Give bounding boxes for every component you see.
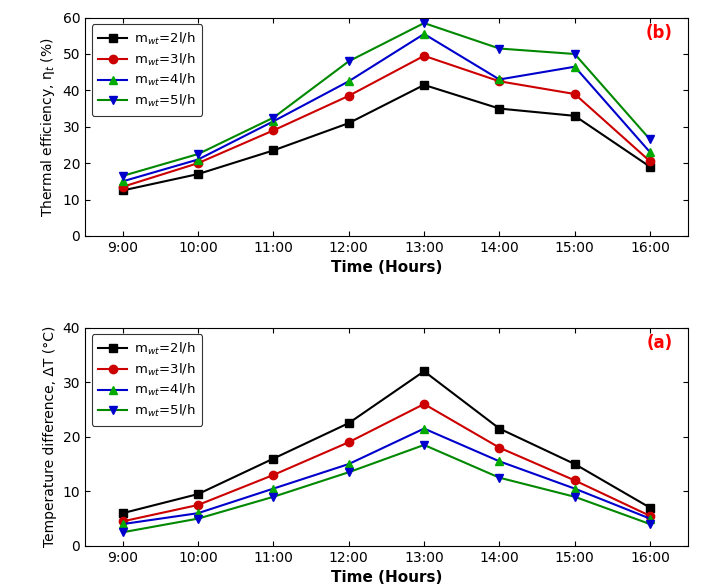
Legend: m$_{wt}$=2l/h, m$_{wt}$=3l/h, m$_{wt}$=4l/h, m$_{wt}$=5l/h: m$_{wt}$=2l/h, m$_{wt}$=3l/h, m$_{wt}$=4… [91,334,202,426]
Y-axis label: Temperature difference, ΔT (°C): Temperature difference, ΔT (°C) [43,326,57,548]
X-axis label: Time (Hours): Time (Hours) [330,571,442,585]
X-axis label: Time (Hours): Time (Hours) [330,260,442,275]
Y-axis label: Thermal efficiency, η$_t$ (%): Thermal efficiency, η$_t$ (%) [39,37,57,217]
Legend: m$_{wt}$=2l/h, m$_{wt}$=3l/h, m$_{wt}$=4l/h, m$_{wt}$=5l/h: m$_{wt}$=2l/h, m$_{wt}$=3l/h, m$_{wt}$=4… [91,24,202,116]
Text: (a): (a) [647,334,673,352]
Text: (b): (b) [646,24,673,42]
